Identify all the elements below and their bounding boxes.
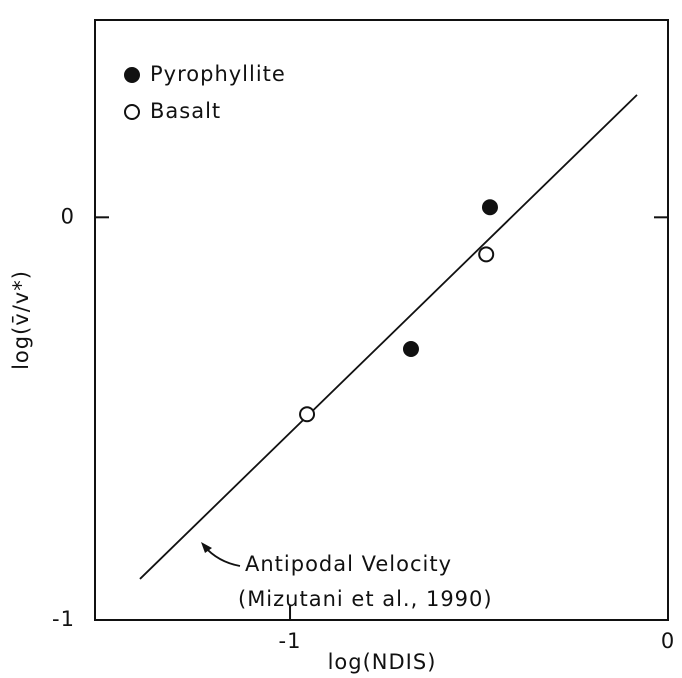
x-axis-label: log(NDIS) — [328, 650, 437, 674]
x-tick-label: -1 — [279, 629, 302, 653]
annotation: (Mizutani et al., 1990) — [238, 587, 493, 611]
legend-marker — [124, 67, 140, 83]
y-axis-label: log(v̄/v*) — [9, 270, 33, 370]
data-point — [402, 340, 419, 357]
data-point — [481, 199, 498, 216]
reference-line — [139, 94, 638, 580]
legend-label: Basalt — [150, 99, 221, 123]
plot-frame — [94, 19, 669, 621]
legend-marker — [124, 104, 140, 120]
arrow-head — [201, 542, 212, 553]
x-tick-label: 0 — [661, 629, 675, 653]
y-tick-label: 0 — [61, 204, 75, 228]
annotation: Antipodal Velocity — [245, 552, 452, 576]
data-point — [478, 246, 495, 263]
legend-label: Pyrophyllite — [150, 62, 286, 86]
y-tick-label: -1 — [52, 607, 75, 631]
data-point — [299, 406, 316, 423]
